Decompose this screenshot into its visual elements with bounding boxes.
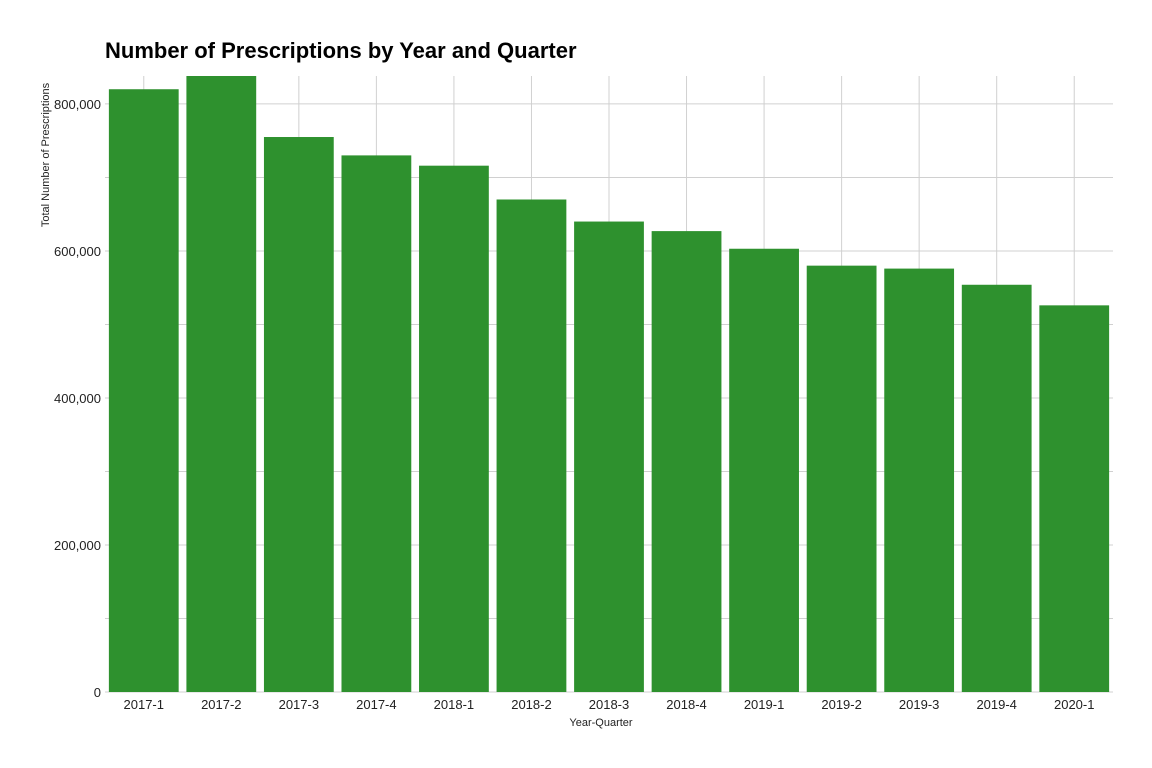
x-axis-title: Year-Quarter bbox=[569, 717, 633, 729]
bar-2019-1 bbox=[729, 248, 799, 692]
y-axis-title: Total Number of Prescriptions bbox=[40, 82, 52, 227]
x-tick-label: 2019-3 bbox=[899, 697, 939, 712]
x-tick-label: 2020-1 bbox=[1054, 697, 1094, 712]
y-tick-label: 400,000 bbox=[54, 391, 101, 406]
bar-2018-4 bbox=[651, 231, 722, 692]
x-tick-label: 2019-2 bbox=[821, 697, 861, 712]
bar-2019-4 bbox=[961, 284, 1032, 692]
x-tick-label: 2018-4 bbox=[666, 697, 706, 712]
bar-2018-3 bbox=[574, 221, 644, 692]
bar-2017-1 bbox=[108, 89, 179, 692]
x-tick-label: 2019-1 bbox=[744, 697, 784, 712]
y-tick-label: 0 bbox=[94, 685, 101, 700]
x-tick-label: 2017-3 bbox=[279, 697, 319, 712]
x-tick-label: 2017-1 bbox=[124, 697, 164, 712]
x-tick-label: 2017-4 bbox=[356, 697, 396, 712]
y-tick-label: 600,000 bbox=[54, 244, 101, 259]
bar-2017-2 bbox=[186, 76, 257, 692]
x-tick-label: 2018-2 bbox=[511, 697, 551, 712]
bar-2018-1 bbox=[419, 165, 489, 693]
x-tick-label: 2019-4 bbox=[976, 697, 1016, 712]
x-axis-ticks: 2017-1 2017-2 2017-3 2017-4 2018-1 2018-2 2018… bbox=[124, 697, 1095, 712]
y-tick-label: 200,000 bbox=[54, 538, 101, 553]
chart-title: Number of Prescriptions by Year and Quar… bbox=[105, 38, 577, 63]
x-tick-label: 2018-1 bbox=[434, 697, 474, 712]
x-tick-label: 2018-3 bbox=[589, 697, 629, 712]
bars bbox=[108, 76, 1110, 693]
y-tick-label: 800,000 bbox=[54, 97, 101, 112]
bar-2020-1 bbox=[1039, 305, 1110, 692]
bar-2019-2 bbox=[806, 265, 877, 692]
bar-2019-3 bbox=[884, 268, 955, 692]
y-axis-ticks: 0 200,000 400,000 600,000 800,000 bbox=[54, 97, 101, 700]
bar-2017-3 bbox=[263, 137, 334, 692]
x-tick-label: 2017-2 bbox=[201, 697, 241, 712]
bar-2018-2 bbox=[496, 199, 567, 693]
bar-2017-4 bbox=[341, 155, 412, 692]
